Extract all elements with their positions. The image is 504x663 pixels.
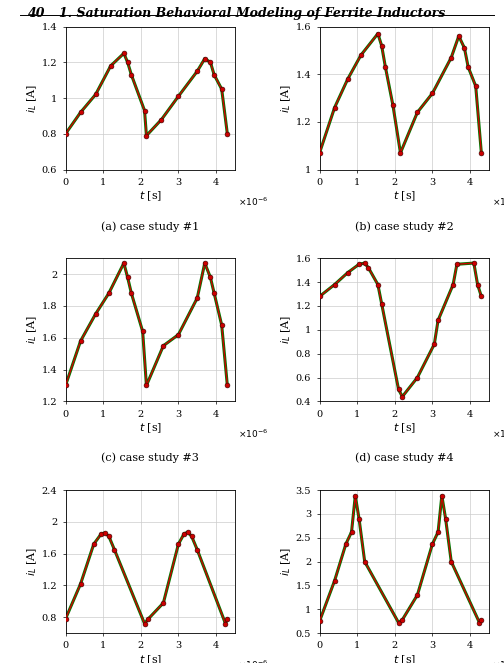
Title: (a) case study #1: (a) case study #1 [101, 221, 199, 231]
Title: (d) case study #4: (d) case study #4 [355, 453, 454, 463]
Text: 1. Saturation Behavioral Modeling of Ferrite Inductors: 1. Saturation Behavioral Modeling of Fer… [59, 7, 445, 20]
Text: $\times10^{-6}$: $\times10^{-6}$ [238, 196, 268, 208]
Y-axis label: $i_L$ [A]: $i_L$ [A] [25, 547, 39, 576]
Title: (c) case study #3: (c) case study #3 [101, 453, 199, 463]
X-axis label: $t$ [s]: $t$ [s] [393, 422, 416, 435]
Title: (b) case study #2: (b) case study #2 [355, 221, 454, 231]
Y-axis label: $i_L$ [A]: $i_L$ [A] [279, 84, 293, 113]
X-axis label: $t$ [s]: $t$ [s] [139, 422, 162, 435]
Y-axis label: $i_L$ [A]: $i_L$ [A] [25, 84, 39, 113]
Text: 40: 40 [28, 7, 45, 20]
X-axis label: $t$ [s]: $t$ [s] [393, 653, 416, 663]
Text: $\times10^{-6}$: $\times10^{-6}$ [492, 659, 504, 663]
X-axis label: $t$ [s]: $t$ [s] [139, 653, 162, 663]
Text: $\times10^{-6}$: $\times10^{-6}$ [238, 427, 268, 440]
Text: $\times10^{-6}$: $\times10^{-6}$ [492, 427, 504, 440]
Y-axis label: $i_L$ [A]: $i_L$ [A] [279, 547, 293, 576]
Text: $\times10^{-6}$: $\times10^{-6}$ [492, 196, 504, 208]
Y-axis label: $i_L$ [A]: $i_L$ [A] [279, 316, 293, 344]
Y-axis label: $i_L$ [A]: $i_L$ [A] [25, 316, 39, 344]
Text: $\times10^{-6}$: $\times10^{-6}$ [238, 659, 268, 663]
X-axis label: $t$ [s]: $t$ [s] [139, 190, 162, 204]
X-axis label: $t$ [s]: $t$ [s] [393, 190, 416, 204]
